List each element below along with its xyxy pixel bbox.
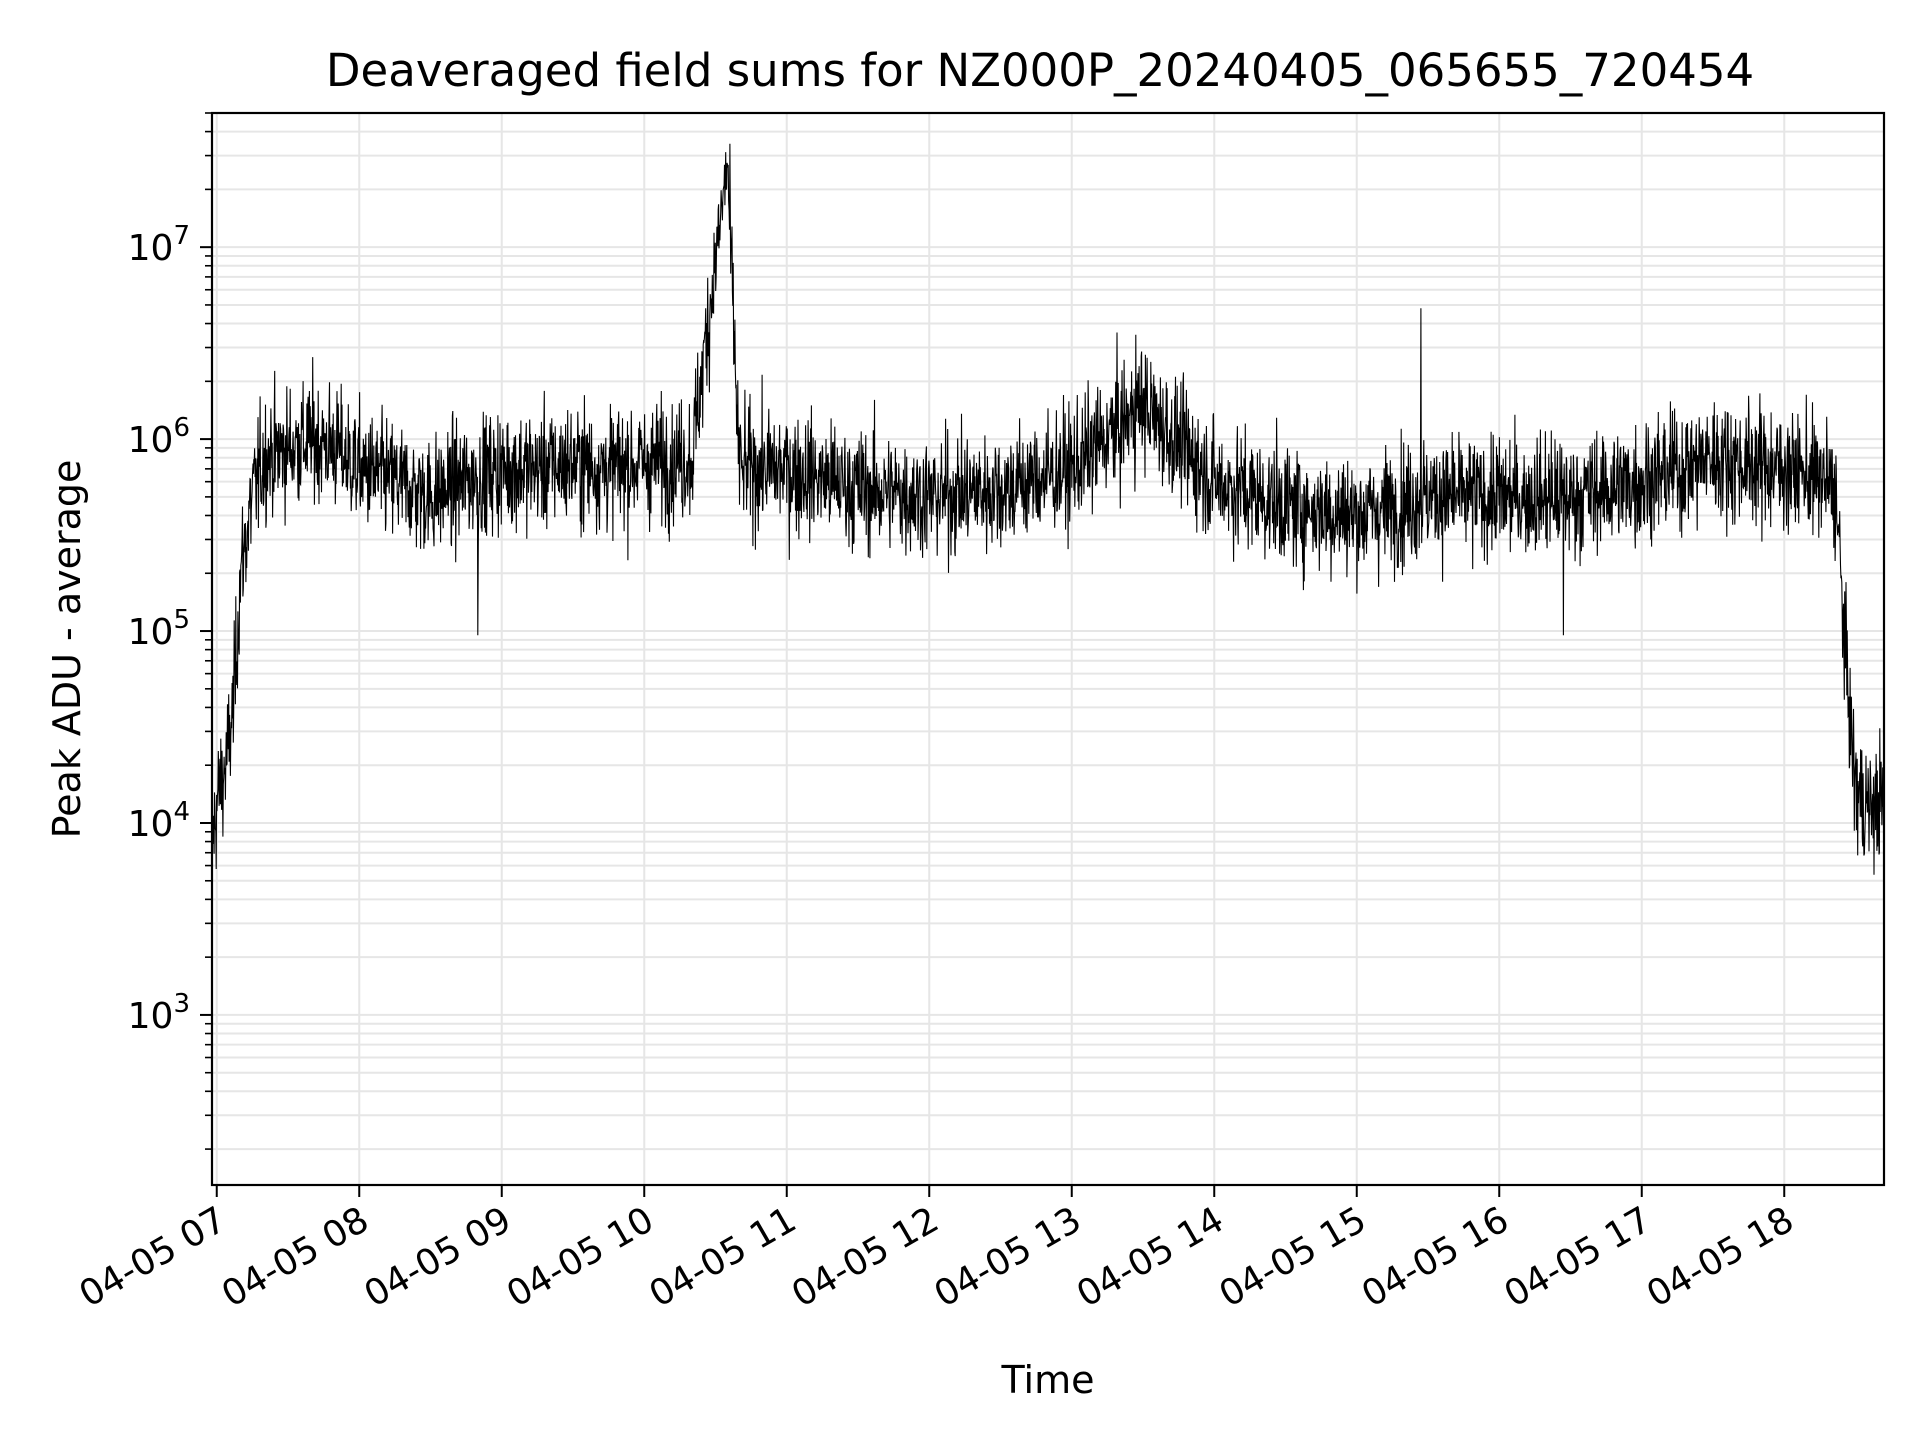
series-layer [211,143,1885,875]
chart-title: Deaveraged field sums for NZ000P_2024040… [326,44,1754,97]
y-axis-label: Peak ADU - average [45,460,89,839]
y-tick-label: 107 [128,221,190,269]
x-axis-label: Time [1001,1358,1095,1402]
y-tick-label: 106 [128,413,190,461]
series-line [211,143,1885,875]
